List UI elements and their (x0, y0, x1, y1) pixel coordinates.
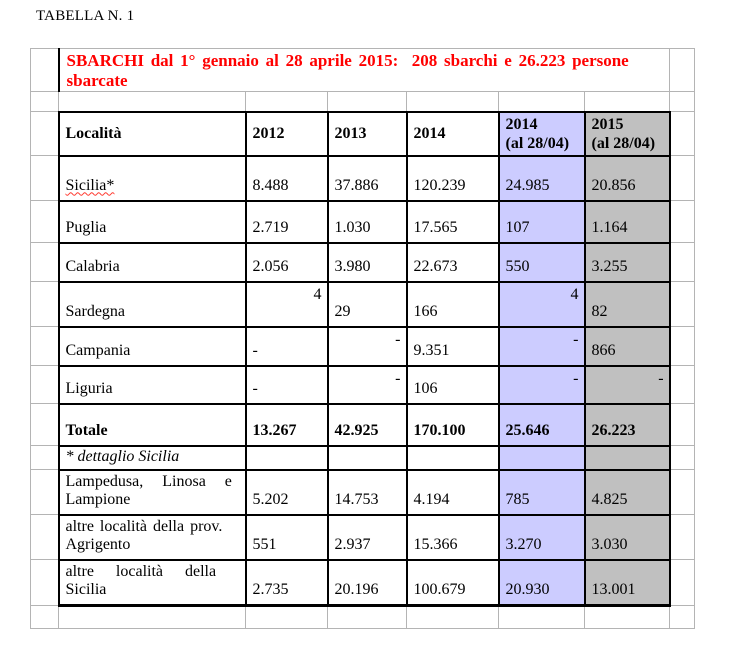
cell-2014-partial: 24.985 (497, 154, 586, 202)
cell-2013: 1.030 (326, 199, 408, 244)
banner-row: SBARCHI dal 1° gennaio al 28 aprile 2015… (30, 48, 696, 92)
cell-2015-partial: 82 (583, 280, 671, 328)
spellcheck-underline: Sicilia* (65, 176, 115, 194)
col-header-2015-partial: 2015 (al 28/04) (583, 110, 671, 157)
cell-2013: 2.937 (326, 513, 408, 561)
cell-2014-partial: 25.646 (497, 402, 586, 447)
cell-2015-partial: 13.001 (583, 558, 671, 607)
totals-row: Totale 13.267 42.925 170.100 25.646 26.2… (30, 402, 696, 447)
table-row: Lampedusa, Linosa e Lampione 5.202 14.75… (30, 468, 696, 516)
cell-2014: 170.100 (405, 402, 500, 447)
empty-row (30, 604, 696, 629)
table-row: altre località della prov. Agrigento 551… (30, 513, 696, 561)
cell-2013: 29 (326, 280, 408, 328)
cell-2014: 120.239 (405, 154, 500, 202)
cell-localita: Calabria (57, 241, 247, 283)
cell-2012: 2.056 (244, 241, 329, 283)
cell-localita: Sicilia* (57, 154, 247, 202)
cell-2014-partial: - (497, 364, 586, 405)
cell-2014: 106 (405, 364, 500, 405)
cell-2012: 5.202 (244, 468, 329, 516)
cell-2015-partial: 20.856 (583, 154, 671, 202)
header-row: Località 2012 2013 2014 2014 (al 28/04) … (30, 110, 696, 157)
cell-localita: Totale (57, 402, 247, 447)
table-row: Campania - - 9.351 - 866 (30, 325, 696, 367)
detail-note-row: * dettaglio Sicilia (30, 444, 696, 471)
cell-2014: 4.194 (405, 468, 500, 516)
cell-2015-partial: - (583, 364, 671, 405)
cell-localita: Campania (57, 325, 247, 367)
cell-2015-partial: 3.255 (583, 241, 671, 283)
banner-title: SBARCHI dal 1° gennaio al 28 aprile 2015… (57, 48, 671, 92)
col-header-2013: 2013 (326, 110, 408, 157)
cell-2012: 551 (244, 513, 329, 561)
detail-note: * dettaglio Sicilia (57, 444, 247, 471)
cell-2012: 4 (244, 280, 329, 328)
gutter-cell (669, 48, 696, 92)
table-row: Liguria - - 106 - - (30, 364, 696, 405)
cell-2014: 9.351 (405, 325, 500, 367)
cell-2013: - (326, 325, 408, 367)
cell-2012: - (244, 364, 329, 405)
cell-2015-partial: 866 (583, 325, 671, 367)
cell-2013: 20.196 (326, 558, 408, 607)
sbarchi-table: SBARCHI dal 1° gennaio al 28 aprile 2015… (30, 48, 696, 629)
cell-2015-partial: 4.825 (583, 468, 671, 516)
cell-2013: - (326, 364, 408, 405)
table-row: Calabria 2.056 3.980 22.673 550 3.255 (30, 241, 696, 283)
cell-2014-partial: 3.270 (497, 513, 586, 561)
table-row: Sicilia* 8.488 37.886 120.239 24.985 20.… (30, 154, 696, 202)
cell-2014-partial: 107 (497, 199, 586, 244)
col-header-2014: 2014 (405, 110, 500, 157)
cell-2015-partial: 3.030 (583, 513, 671, 561)
table-row: Puglia 2.719 1.030 17.565 107 1.164 (30, 199, 696, 244)
cell-2015-partial: 26.223 (583, 402, 671, 447)
cell-2014: 100.679 (405, 558, 500, 607)
cell-localita: Sardegna (57, 280, 247, 328)
cell-2014: 22.673 (405, 241, 500, 283)
cell-2012: 2.719 (244, 199, 329, 244)
cell-2013: 14.753 (326, 468, 408, 516)
cell-localita: altre località della Sicilia (57, 558, 247, 607)
cell-localita: Liguria (57, 364, 247, 405)
cell-2012: 13.267 (244, 402, 329, 447)
cell-localita: altre località della prov. Agrigento (57, 513, 247, 561)
cell-2014-partial: 550 (497, 241, 586, 283)
cell-localita: Puglia (57, 199, 247, 244)
table-row: altre località della Sicilia 2.735 20.19… (30, 558, 696, 607)
cell-2014: 17.565 (405, 199, 500, 244)
cell-2014: 15.366 (405, 513, 500, 561)
cell-2014: 166 (405, 280, 500, 328)
cell-2012: - (244, 325, 329, 367)
cell-2012: 8.488 (244, 154, 329, 202)
cell-2013: 37.886 (326, 154, 408, 202)
banner-line1: SBARCHI dal 1° gennaio al 28 aprile 2015… (66, 51, 629, 70)
cell-2012: 2.735 (244, 558, 329, 607)
cell-2014-partial: 4 (497, 280, 586, 328)
spacer-row (30, 91, 696, 112)
col-header-2014-partial: 2014 (al 28/04) (497, 110, 586, 157)
gutter-cell (30, 48, 59, 92)
cell-2014-partial: 20.930 (497, 558, 586, 607)
cell-2014-partial: 785 (497, 468, 586, 516)
cell-2015-partial: 1.164 (583, 199, 671, 244)
cell-localita: Lampedusa, Linosa e Lampione (57, 468, 247, 516)
cell-2013: 3.980 (326, 241, 408, 283)
cell-2013: 42.925 (326, 402, 408, 447)
col-header-2012: 2012 (244, 110, 329, 157)
table-row: Sardegna 4 29 166 4 82 (30, 280, 696, 328)
cell-2014-partial: - (497, 325, 586, 367)
banner-line2: sbarcate (66, 71, 128, 90)
table-caption: TABELLA N. 1 (36, 8, 135, 24)
col-header-localita: Località (57, 110, 247, 157)
